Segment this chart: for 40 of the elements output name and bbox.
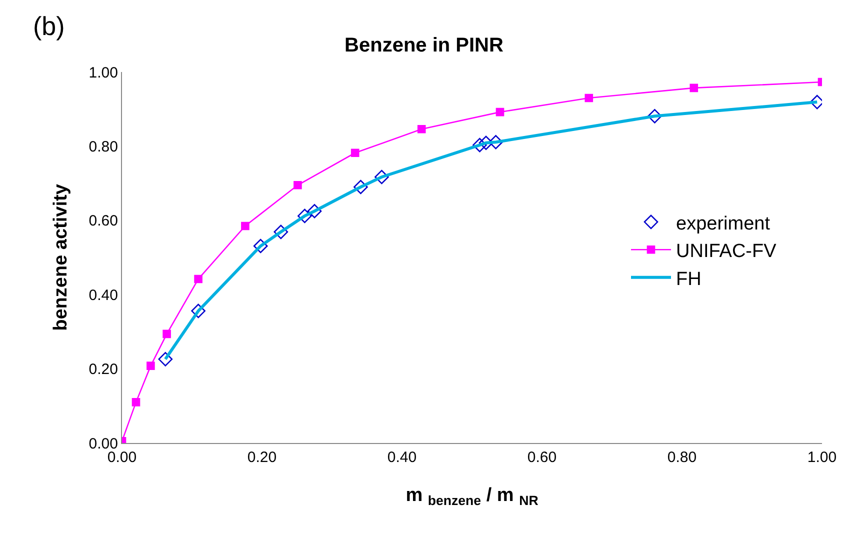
point bbox=[488, 134, 503, 150]
y-tick-label: 0.40 bbox=[88, 286, 118, 304]
x-tick-label: 0.80 bbox=[667, 449, 697, 466]
point bbox=[374, 170, 389, 184]
point bbox=[478, 136, 494, 150]
x-tick-label: 0.60 bbox=[527, 449, 557, 466]
point bbox=[417, 124, 426, 134]
point bbox=[162, 330, 171, 338]
y-axis-title: benzene activity bbox=[50, 184, 72, 331]
y-tick-label: 1.00 bbox=[88, 64, 118, 82]
point bbox=[194, 274, 202, 284]
point bbox=[298, 208, 312, 224]
point bbox=[472, 138, 487, 152]
x-tick-label: 0.20 bbox=[247, 449, 277, 466]
point bbox=[496, 108, 504, 116]
x-tick-label: 1.00 bbox=[807, 449, 837, 466]
point bbox=[191, 304, 206, 318]
legend-label: UNIFAC-FV bbox=[676, 241, 777, 262]
y-tick-label: 0.60 bbox=[88, 212, 118, 230]
point bbox=[274, 224, 288, 240]
point bbox=[584, 94, 594, 102]
y-tick-label: 0.80 bbox=[88, 138, 118, 156]
chart-title: Benzene in PINR bbox=[344, 34, 504, 57]
point bbox=[307, 204, 322, 218]
point bbox=[158, 352, 173, 366]
x-tick-label: 0.40 bbox=[387, 449, 417, 466]
point bbox=[253, 238, 268, 254]
point bbox=[146, 362, 155, 370]
point bbox=[241, 222, 250, 230]
x-axis-title: m $_{benzene}$ / m $_{NR}$ bbox=[406, 484, 539, 508]
y-tick-label: 0.20 bbox=[88, 361, 118, 378]
point bbox=[690, 84, 698, 92]
point bbox=[132, 398, 140, 406]
point bbox=[294, 181, 302, 190]
text: (b) bbox=[33, 11, 65, 41]
point bbox=[648, 109, 662, 124]
legend-label: experiment bbox=[676, 213, 771, 234]
point bbox=[350, 148, 360, 158]
legend-label: FH bbox=[676, 268, 702, 290]
point bbox=[354, 180, 368, 194]
